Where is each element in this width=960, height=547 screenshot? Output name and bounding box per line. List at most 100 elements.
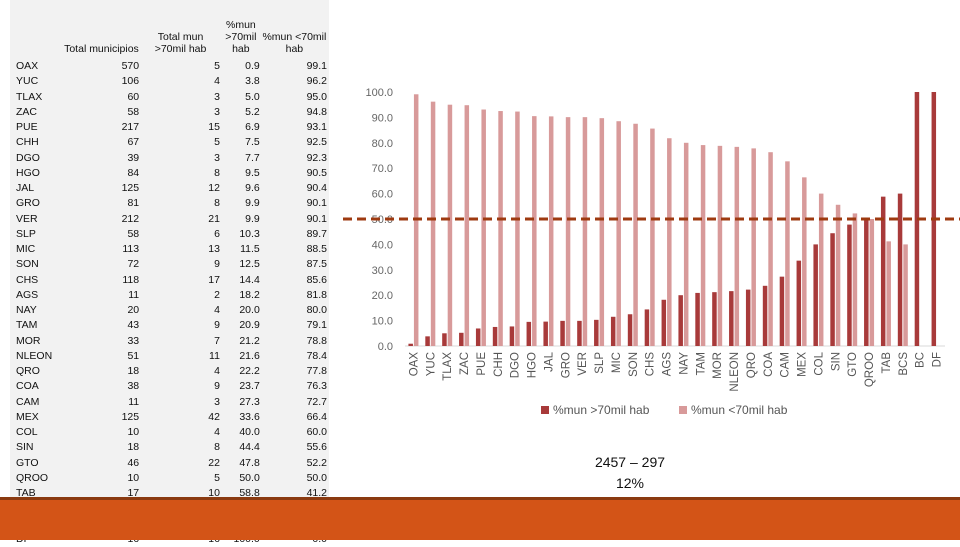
header-total-municipios: Total municipios	[64, 43, 139, 55]
cell-state: ZAC	[16, 105, 37, 118]
cell-total-municipios: 72	[127, 258, 140, 271]
cell-pct-under-70mil: 76.3	[306, 380, 327, 393]
bar-under-70mil	[498, 111, 503, 346]
table-row: COA 38 9 23.7 76.3	[10, 379, 329, 394]
table-row: OAX 570 5 0.9 99.1	[10, 59, 329, 74]
header-state	[10, 0, 64, 59]
data-table-panel: Total municipios Total mun >70mil hab %m…	[10, 0, 329, 545]
cell-total-municipios: 51	[127, 349, 140, 362]
cell-state: GTO	[16, 456, 39, 469]
cell-pct-over-70mil: 9.6	[245, 182, 260, 195]
table-row: MIC 113 13 11.5 88.5	[10, 242, 329, 257]
cell-total-municipios: 11	[128, 288, 140, 301]
table-row: CAM 11 3 27.3 72.7	[10, 395, 329, 410]
cell-pct-over-70mil: 40.0	[239, 426, 260, 439]
cell-total-mun-70mil: 15	[208, 121, 220, 134]
table-row: GRO 81 8 9.9 90.1	[10, 196, 329, 211]
cell-state: DGO	[16, 151, 40, 164]
cell-total-mun-70mil: 3	[214, 90, 220, 103]
bar-under-70mil	[818, 193, 824, 346]
x-tick-label: CHS	[645, 352, 657, 377]
cell-total-mun-70mil: 5	[214, 136, 220, 149]
x-tick-label: BC	[915, 352, 927, 368]
table-row: PUE 217 15 6.9 93.1	[10, 120, 329, 135]
table-row: YUC 106 4 3.8 96.2	[10, 74, 329, 89]
y-tick-label: 0.0	[378, 341, 393, 353]
bar-over-70mil	[442, 333, 447, 346]
bar-over-70mil	[796, 260, 802, 346]
cell-total-mun-70mil: 3	[214, 105, 220, 118]
x-tick-label: CAM	[780, 352, 792, 378]
cell-state: JAL	[16, 182, 35, 195]
cell-state: PUE	[16, 121, 38, 134]
cell-pct-over-70mil: 9.5	[245, 166, 260, 179]
cell-pct-under-70mil: 96.2	[306, 75, 327, 88]
cell-total-municipios: 212	[121, 212, 140, 225]
cell-total-municipios: 10	[127, 471, 140, 484]
x-tick-label: NAY	[678, 352, 690, 375]
table-row: CHS 118 17 14.4 85.6	[10, 273, 329, 288]
cell-total-mun-70mil: 8	[214, 166, 220, 179]
bar-under-70mil	[869, 219, 875, 346]
cell-total-municipios: 20	[127, 304, 140, 317]
bar-over-70mil	[678, 295, 683, 346]
x-tick-label: GRO	[560, 352, 572, 378]
header-total-mun-70mil: Total mun >70mil hab	[154, 31, 207, 55]
cell-pct-over-70mil: 50.0	[239, 471, 260, 484]
bar-under-70mil	[599, 118, 605, 346]
bar-under-70mil	[481, 109, 486, 346]
cell-total-municipios: 46	[127, 456, 140, 469]
note-line-1: 2457 – 297	[594, 454, 666, 470]
cell-total-municipios: 18	[127, 365, 140, 378]
cell-pct-under-70mil: 90.5	[306, 166, 327, 179]
bar-under-70mil	[852, 213, 858, 346]
x-tick-label: MIC	[611, 352, 623, 373]
cell-pct-under-70mil: 92.5	[306, 136, 327, 149]
bar-under-70mil	[785, 161, 790, 346]
x-tick-label: TLAX	[442, 352, 454, 381]
cell-state: YUC	[16, 75, 39, 88]
cell-pct-over-70mil: 18.2	[239, 288, 260, 301]
cell-pct-under-70mil: 41.2	[306, 487, 327, 500]
cell-total-municipios: 118	[122, 273, 140, 286]
x-tick-label: COA	[763, 352, 775, 377]
cell-pct-under-70mil: 66.4	[306, 410, 327, 423]
bar-under-70mil	[548, 116, 554, 346]
cell-pct-under-70mil: 92.3	[306, 151, 327, 164]
summary-note: 2457 – 297 12%	[560, 452, 700, 494]
cell-pct-under-70mil: 99.1	[306, 60, 327, 73]
table-row: SON 72 9 12.5 87.5	[10, 257, 329, 272]
cell-state: VER	[16, 212, 38, 225]
bar-over-70mil	[526, 321, 532, 346]
cell-total-mun-70mil: 13	[208, 243, 220, 256]
bar-under-70mil	[700, 145, 706, 346]
y-tick-label: 90.0	[372, 112, 393, 124]
cell-pct-over-70mil: 20.0	[239, 304, 260, 317]
cell-pct-over-70mil: 3.8	[245, 75, 260, 88]
cell-total-mun-70mil: 22	[208, 456, 220, 469]
table-row: GTO 46 22 47.8 52.2	[10, 456, 329, 471]
table-row: NLEON 51 11 21.6 78.4	[10, 349, 329, 364]
cell-pct-under-70mil: 94.8	[306, 105, 327, 118]
bar-under-70mil	[532, 116, 537, 346]
table-row: AGS 11 2 18.2 81.8	[10, 288, 329, 303]
cell-pct-over-70mil: 22.2	[239, 365, 260, 378]
cell-total-mun-70mil: 17	[208, 273, 220, 286]
bar-under-70mil	[616, 121, 621, 347]
cell-pct-under-70mil: 72.7	[306, 395, 327, 408]
legend-label-under-70mil: %mun <70mil hab	[691, 403, 788, 417]
bar-over-70mil	[492, 326, 498, 346]
cell-total-mun-70mil: 4	[214, 304, 220, 317]
x-tick-label: NLEON	[729, 352, 741, 392]
bar-over-70mil	[745, 289, 751, 346]
bar-over-70mil	[712, 292, 717, 346]
bar-over-70mil	[661, 299, 667, 346]
y-tick-label: 80.0	[372, 138, 393, 150]
cell-total-mun-70mil: 42	[208, 410, 220, 423]
cell-pct-under-70mil: 60.0	[306, 426, 327, 439]
cell-state: GRO	[16, 197, 40, 210]
cell-pct-over-70mil: 6.9	[245, 121, 260, 134]
cell-pct-under-70mil: 90.1	[306, 212, 327, 225]
cell-pct-over-70mil: 9.9	[245, 197, 260, 210]
cell-total-municipios: 81	[127, 197, 140, 210]
